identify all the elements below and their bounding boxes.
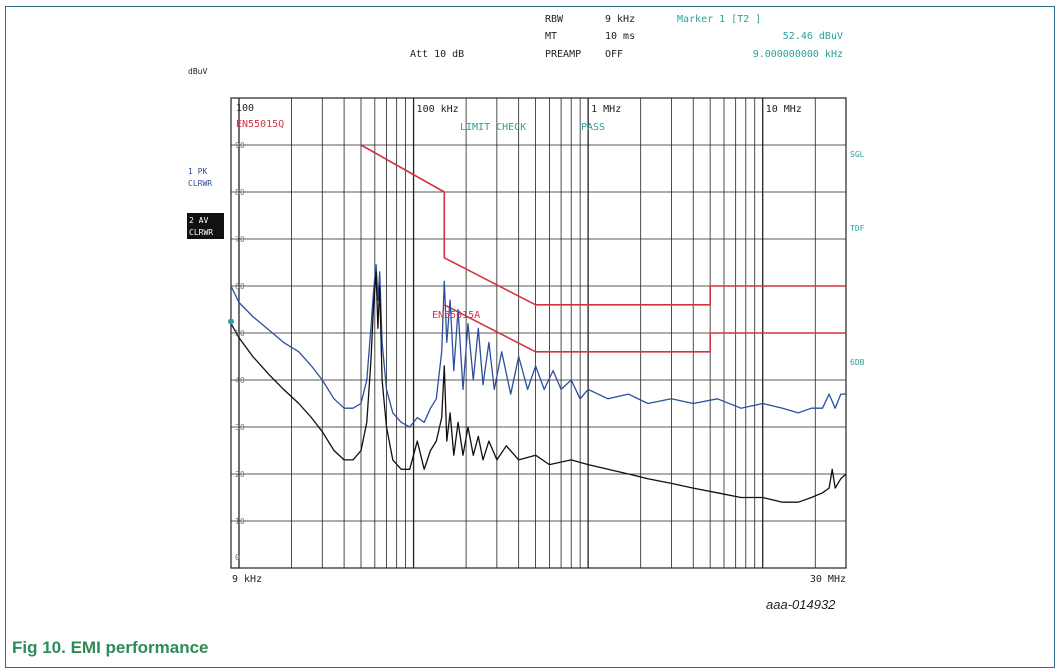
trace1-label: 1 PK <box>188 167 207 176</box>
figure-caption: Fig 10. EMI performance <box>12 638 209 657</box>
pass-label: PASS <box>581 122 605 133</box>
y-tick-label: 90 <box>235 141 245 150</box>
limit-av-label: EN55015A <box>432 310 480 321</box>
att-label: Att 10 dB <box>410 49 464 60</box>
sgl-label: SGL <box>850 150 865 159</box>
y-tick-label: 80 <box>235 188 245 197</box>
ref-level-label: 100 <box>236 103 254 114</box>
trace1-mode: CLRWR <box>188 179 212 188</box>
figure-id: aaa-014932 <box>766 597 836 612</box>
rbw-label: RBW <box>545 14 564 25</box>
trace-line <box>230 264 846 428</box>
y-tick-label: 40 <box>235 376 245 385</box>
limit-lines <box>360 144 846 353</box>
y-tick-label: 10 <box>235 517 245 526</box>
start-frequency: 9 kHz <box>232 574 262 585</box>
y-tick-label: 0 <box>235 553 240 562</box>
x-tick-label: 10 MHz <box>766 104 802 115</box>
x-tick-label: 1 MHz <box>591 104 621 115</box>
limit-line <box>443 304 846 353</box>
stop-frequency: 30 MHz <box>810 574 846 585</box>
marker-frequency: 9.000000000 kHz <box>753 49 843 60</box>
y-tick-label: 60 <box>235 282 245 291</box>
preamp-value: OFF <box>605 49 623 60</box>
marker-dot <box>228 318 234 325</box>
tdf-label: TDF <box>850 224 865 233</box>
rbw-value: 9 kHz <box>605 14 635 25</box>
x-tick-label: 100 kHz <box>417 104 459 115</box>
trace-line <box>230 271 847 503</box>
chart-grid <box>230 97 847 569</box>
trace2-mode: CLRWR <box>189 228 213 237</box>
6db-label: 6DB <box>850 358 865 367</box>
y-tick-label: 30 <box>235 423 245 432</box>
y-tick-label: 20 <box>235 470 245 479</box>
preamp-label: PREAMP <box>545 49 581 60</box>
limit-qp-label: EN55015Q <box>236 119 284 130</box>
limit-line <box>360 144 846 306</box>
y-tick-label: 50 <box>235 329 245 338</box>
marker-level: 52.46 dBuV <box>783 31 843 42</box>
trace2-label: 2 AV <box>189 216 208 225</box>
trace2-label-box <box>187 213 224 239</box>
figure-frame <box>5 6 1055 668</box>
marker-title: Marker 1 [T2 ] <box>677 14 761 25</box>
y-tick-label: 70 <box>235 235 245 244</box>
traces <box>230 264 847 503</box>
limit-check-label: LIMIT CHECK <box>460 122 526 133</box>
mt-label: MT <box>545 31 557 42</box>
mt-value: 10 ms <box>605 31 635 42</box>
tick-labels: 0 10 20 30 40 50 60 70 80 90 100 kHz 1 MHz 10 MHz <box>235 104 802 562</box>
y-unit-label: dBuV <box>188 67 207 76</box>
